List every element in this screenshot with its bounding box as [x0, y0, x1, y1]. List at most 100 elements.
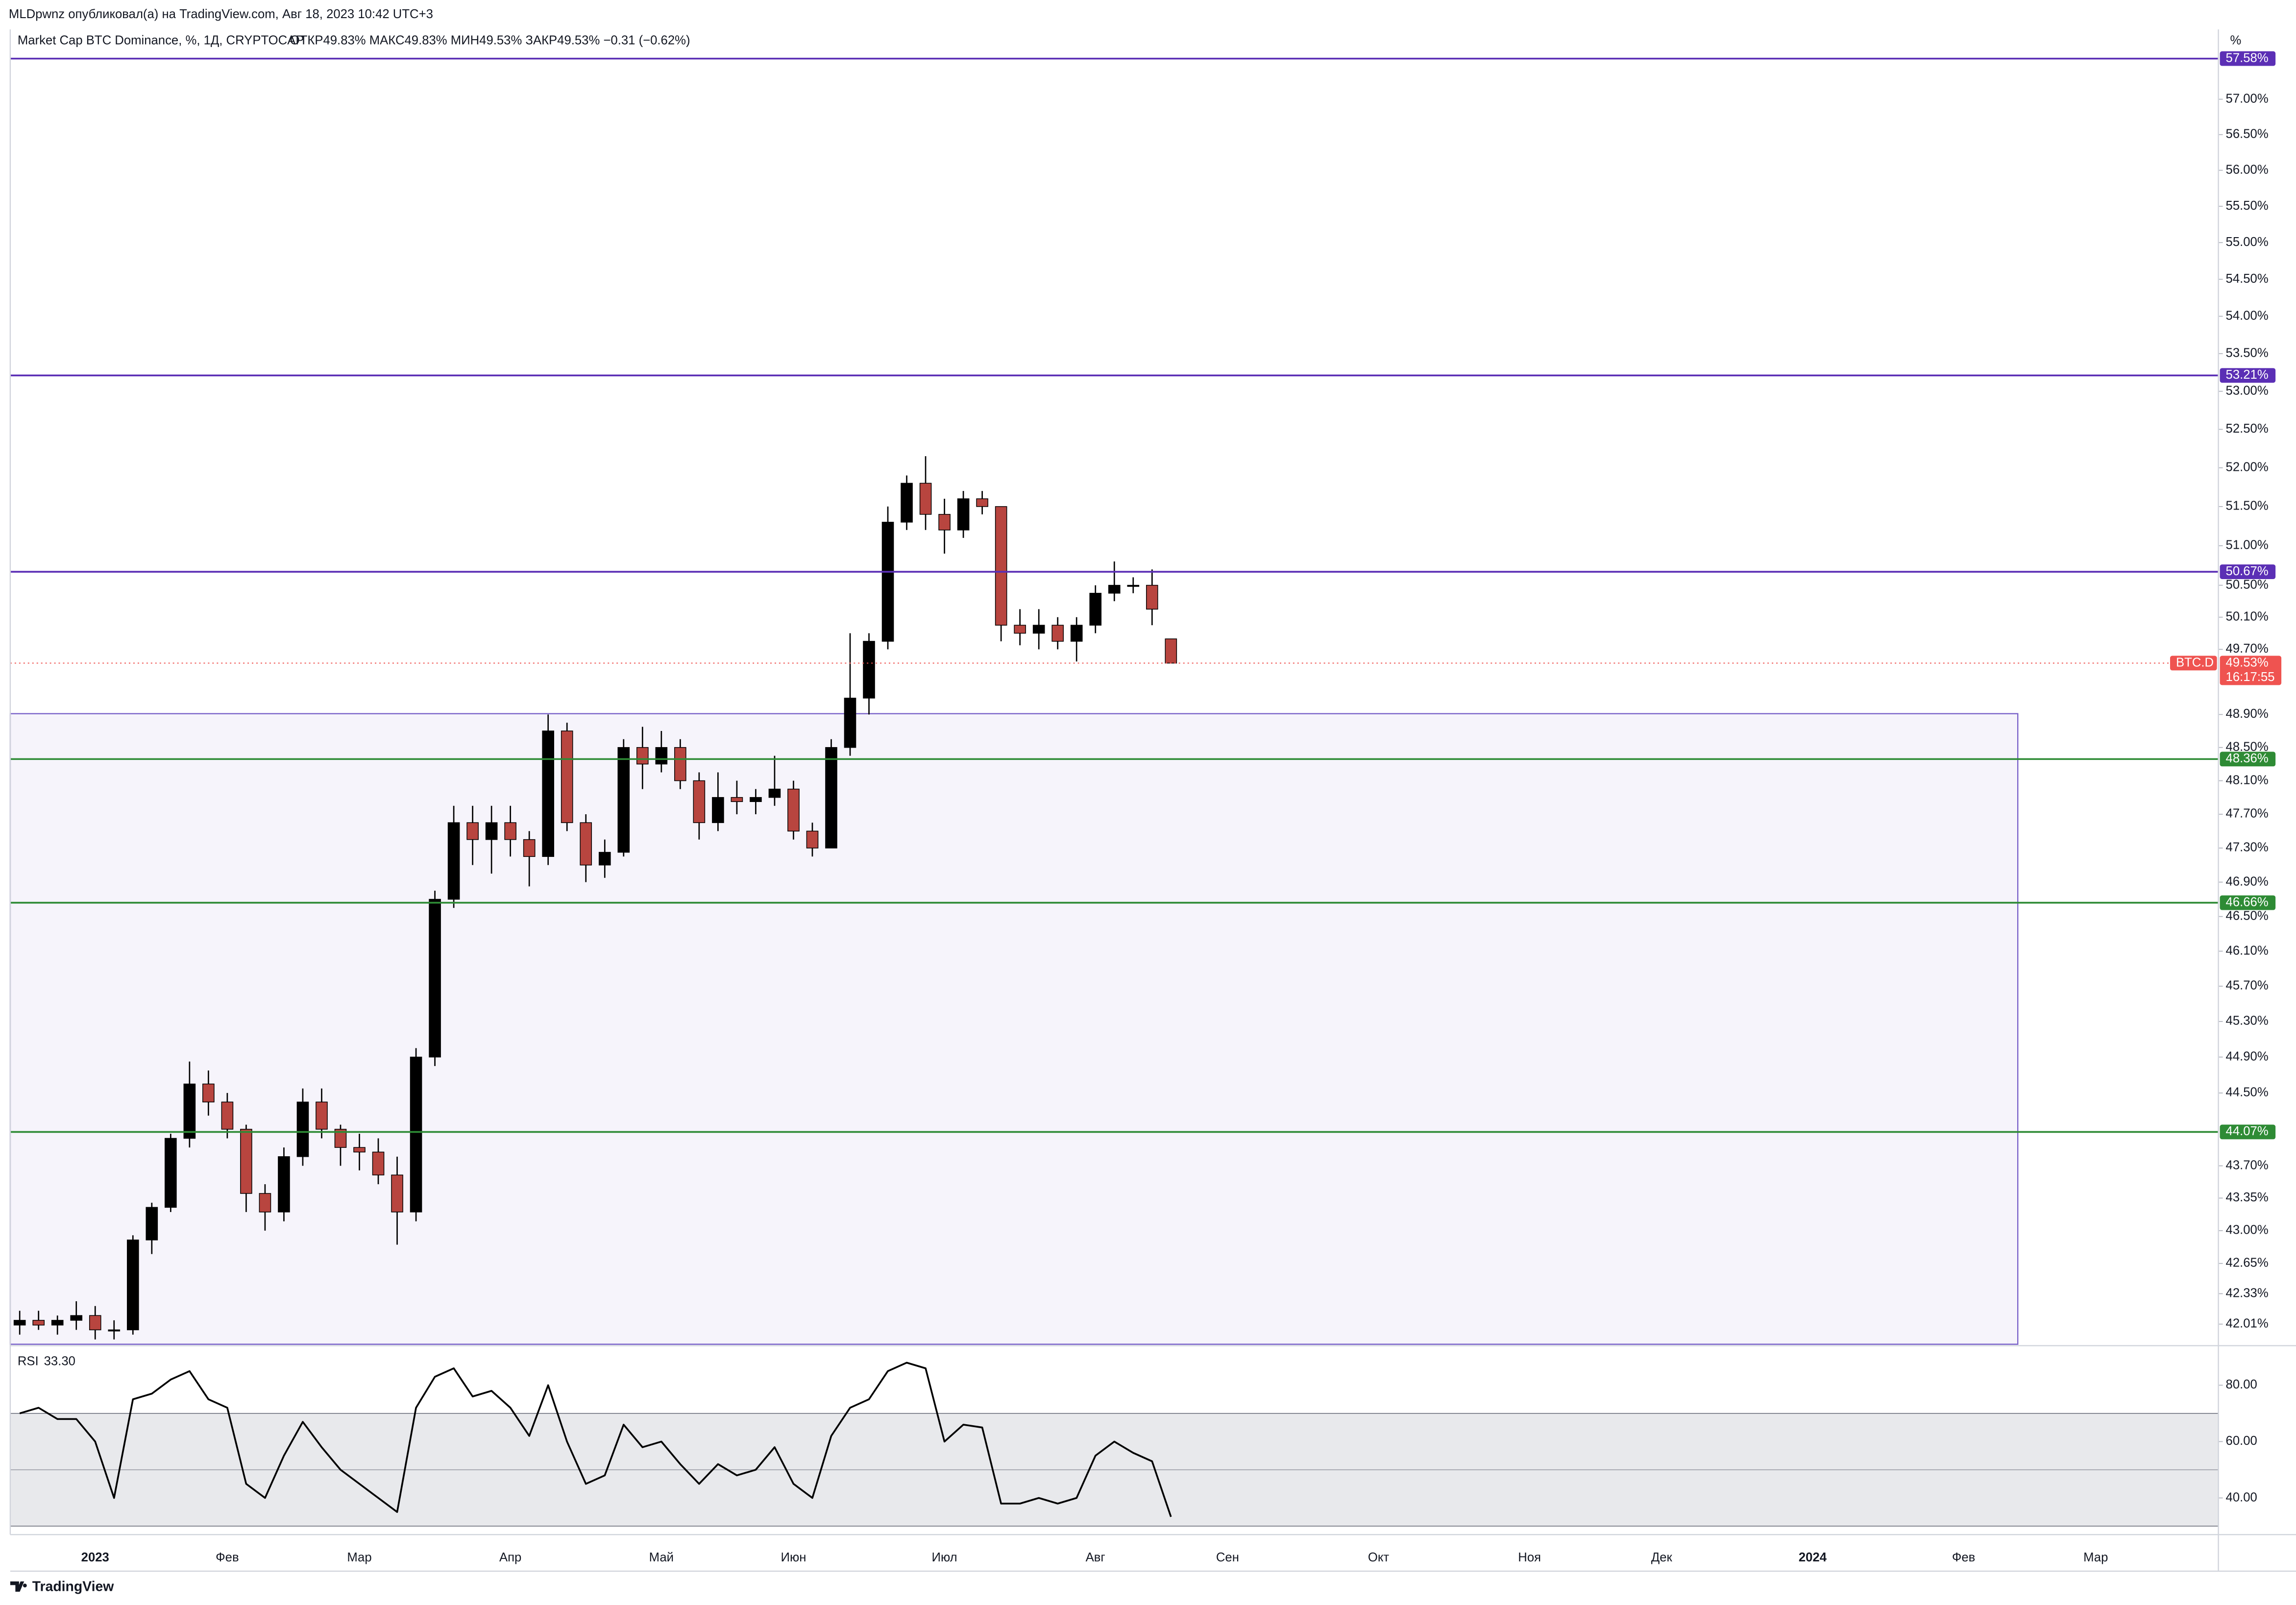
candle-body: [731, 797, 743, 802]
y-tick-label: 52.00%: [2226, 461, 2269, 474]
candle-body: [881, 522, 894, 642]
plot-layer: 57.00% 56.50% 56.00% 55.50% 55.00% 54.50% 54.0…: [9, 51, 2282, 1564]
indicator-value: 33.30: [44, 1354, 75, 1368]
x-tick-label: Июл: [932, 1551, 957, 1564]
candle-body: [391, 1174, 403, 1213]
price-tag: [2220, 656, 2282, 685]
y-tick-label: 43.70%: [2226, 1158, 2269, 1172]
level-tag: [2220, 51, 2276, 66]
y-tick-label: 53.50%: [2226, 346, 2269, 360]
candle-body: [1165, 638, 1177, 664]
ohlc-summary: ОТКР49.83% МАКС49.83% МИН49.53% ЗАКР49.5…: [290, 34, 690, 48]
candle-body: [221, 1101, 234, 1130]
candle-body: [1108, 584, 1121, 594]
candle-body: [693, 780, 706, 823]
x-tick-label: 2024: [1799, 1551, 1827, 1564]
y-tick-label: 55.00%: [2226, 235, 2269, 249]
candle-body: [655, 747, 668, 765]
candle-body: [768, 788, 781, 798]
candle-body: [825, 747, 837, 849]
candle-body: [126, 1240, 139, 1331]
chart-title: Market Cap BTC Dominance, %, 1Д, CRYPTOC…: [18, 34, 304, 48]
y-tick-label: 46.50%: [2226, 909, 2269, 923]
y-tick-label: 48.10%: [2226, 773, 2269, 787]
x-tick-label: Апр: [499, 1551, 521, 1564]
candle-body: [504, 822, 516, 840]
candle-body: [240, 1129, 252, 1194]
y-tick-label: 53.00%: [2226, 384, 2269, 397]
y-tick-label: 80.00: [2226, 1378, 2257, 1391]
y-tick-label: 52.50%: [2226, 422, 2269, 436]
candle-body: [372, 1151, 385, 1176]
logo-icon: [10, 1581, 27, 1592]
y-tick-label: 44.50%: [2226, 1086, 2269, 1099]
candle-body: [296, 1101, 309, 1157]
x-tick-label: Мар: [2083, 1551, 2108, 1564]
level-label: 50.67%: [2226, 564, 2269, 578]
y-tick-label: 54.50%: [2226, 272, 2269, 286]
candle-body: [202, 1083, 215, 1103]
candle-body: [447, 822, 460, 900]
candle-body: [429, 899, 441, 1058]
level-tag: [2220, 1124, 2276, 1140]
candle-body: [976, 498, 988, 507]
level-label: 48.36%: [2226, 752, 2269, 765]
candle-body: [787, 788, 800, 832]
candle-body: [712, 797, 724, 823]
y-tick-label: 49.70%: [2226, 642, 2269, 656]
x-tick-label: Июн: [781, 1551, 806, 1564]
level-tag: [2220, 895, 2276, 910]
y-tick-label: 43.00%: [2226, 1223, 2269, 1237]
price-label: 49.53%: [2226, 656, 2269, 669]
candle-body: [919, 483, 932, 515]
candle-body: [1051, 625, 1064, 642]
y-tick-label: 56.50%: [2226, 127, 2269, 141]
candle-body: [995, 506, 1007, 626]
rsi-line: [19, 1362, 1172, 1517]
y-tick-label: 46.90%: [2226, 875, 2269, 888]
candle-body: [1070, 625, 1083, 642]
candle-body: [617, 747, 630, 853]
x-tick-label: Авг: [1086, 1551, 1105, 1564]
candle-body: [146, 1207, 158, 1240]
y-tick-label: 60.00: [2226, 1434, 2257, 1448]
candle-body: [542, 730, 555, 857]
candle-body: [316, 1101, 328, 1130]
y-tick-label: 47.70%: [2226, 807, 2269, 821]
y-tick-label: 42.01%: [2226, 1316, 2269, 1330]
level-tag: [2220, 564, 2276, 579]
candle-body: [957, 498, 970, 531]
candle-body: [89, 1315, 101, 1331]
candle-body: [901, 483, 913, 523]
y-tick-label: 48.50%: [2226, 740, 2269, 754]
x-tick-label: Ноя: [1518, 1551, 1541, 1564]
candle-body: [1014, 625, 1026, 634]
y-tick-label: 50.50%: [2226, 578, 2269, 591]
level-tag: [2220, 752, 2276, 767]
candle-body: [938, 514, 951, 531]
candle-body: [13, 1320, 26, 1326]
level-label: 44.07%: [2226, 1124, 2269, 1138]
x-tick-label: 2023: [81, 1551, 109, 1564]
candle-body: [580, 822, 592, 866]
candle-body: [259, 1193, 271, 1213]
candle-body: [51, 1320, 64, 1326]
candle-body: [278, 1156, 290, 1213]
x-tick-label: Дек: [1651, 1551, 1673, 1564]
candle-body: [353, 1147, 366, 1153]
y-tick-label: 51.00%: [2226, 538, 2269, 552]
candle-body: [523, 839, 536, 857]
candle-body: [165, 1138, 177, 1208]
tradingview-logo: TradingView: [10, 1579, 114, 1594]
y-tick-label: 45.30%: [2226, 1014, 2269, 1028]
symbol-tag: [2170, 656, 2217, 671]
level-label: 46.66%: [2226, 895, 2269, 909]
zone: [9, 713, 2019, 1345]
candle-body: [183, 1083, 196, 1139]
candle-body: [863, 641, 875, 699]
level-label: 57.58%: [2226, 51, 2269, 65]
y-tick-label: 55.50%: [2226, 199, 2269, 213]
